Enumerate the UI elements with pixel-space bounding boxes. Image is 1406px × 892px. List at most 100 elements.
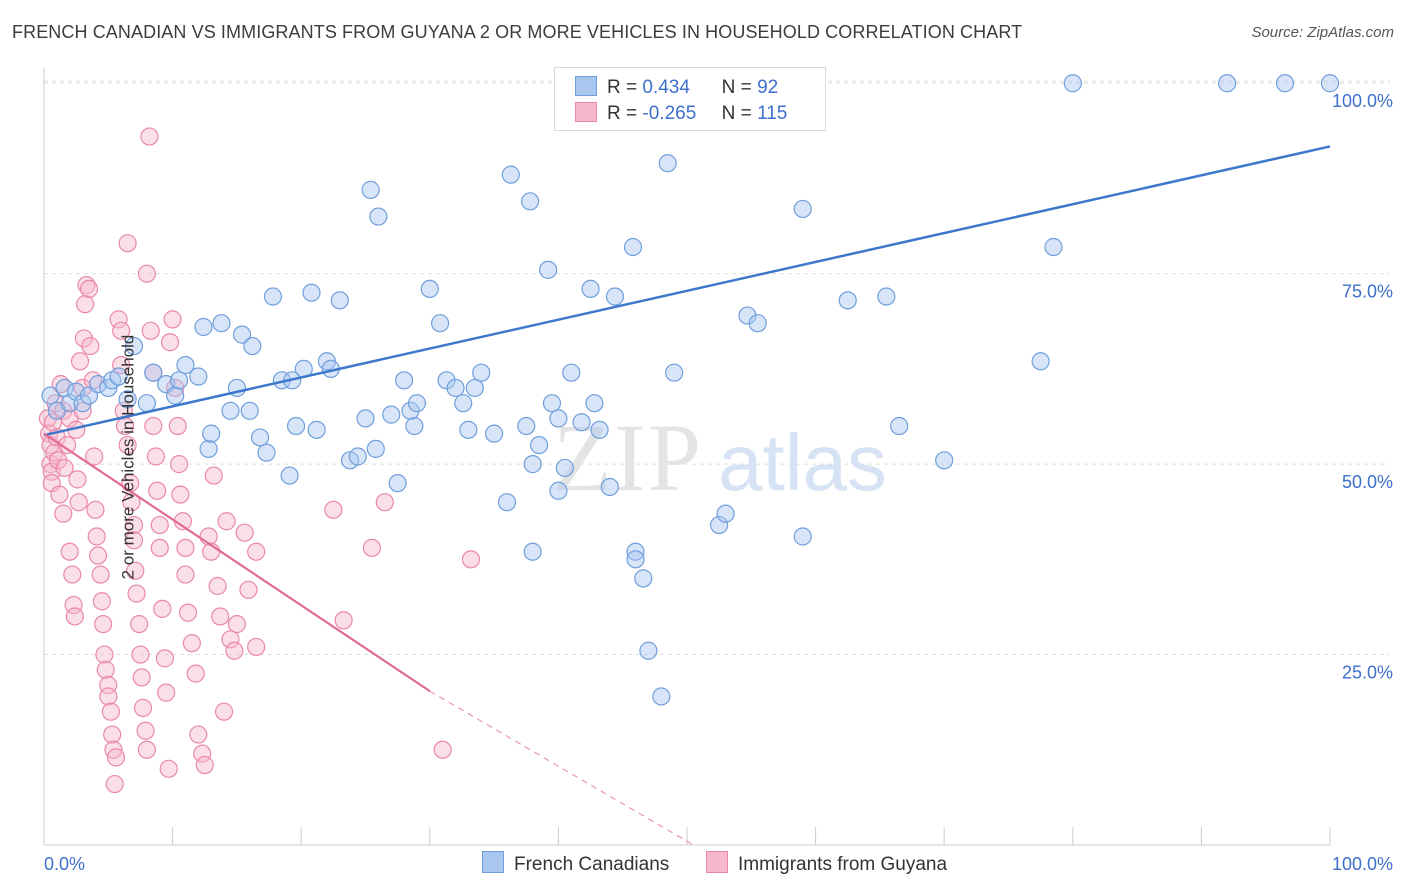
data-point-immigrants-from-guyana: [74, 329, 93, 348]
data-point-french-canadians: [935, 451, 954, 470]
data-point-immigrants-from-guyana: [362, 538, 382, 558]
x-tick-label-max: 100.0%: [1332, 854, 1393, 874]
data-point-french-canadians: [430, 314, 450, 333]
y-tick-label: 100.0%: [1332, 91, 1393, 111]
data-point-immigrants-from-guyana: [375, 493, 394, 512]
legend-r-label: R =: [607, 77, 638, 98]
data-point-immigrants-from-guyana: [235, 523, 254, 542]
data-point-french-canadians: [194, 317, 213, 337]
data-point-french-canadians: [1044, 237, 1063, 257]
data-point-french-canadians: [639, 641, 658, 660]
data-point-french-canadians: [517, 416, 536, 436]
legend-n-label: N =: [721, 77, 752, 98]
data-point-french-canadians: [555, 458, 574, 478]
data-point-immigrants-from-guyana: [109, 310, 128, 329]
data-point-french-canadians: [356, 409, 375, 428]
data-point-french-canadians: [407, 394, 427, 413]
data-point-french-canadians: [166, 386, 185, 405]
legend-n-value: 92: [757, 77, 779, 98]
data-point-immigrants-from-guyana: [186, 664, 205, 683]
data-point-immigrants-from-guyana: [157, 683, 176, 702]
data-point-immigrants-from-guyana: [247, 637, 266, 657]
data-point-french-canadians: [73, 394, 92, 413]
legend-swatch-pink: [575, 102, 597, 122]
correlation-legend: R = 0.434 N = 92 R = -0.265 N = 115: [554, 67, 826, 131]
data-point-immigrants-from-guyana: [217, 512, 236, 531]
data-point-immigrants-from-guyana: [247, 542, 266, 561]
data-point-immigrants-from-guyana: [137, 740, 156, 759]
data-point-immigrants-from-guyana: [69, 493, 88, 512]
data-point-french-canadians: [710, 515, 729, 535]
data-point-immigrants-from-guyana: [148, 481, 167, 500]
watermark-atlas: atlas: [718, 418, 887, 507]
data-point-french-canadians: [176, 355, 195, 375]
data-point-french-canadians: [137, 394, 156, 413]
data-point-immigrants-from-guyana: [55, 458, 74, 478]
data-point-immigrants-from-guyana: [94, 614, 113, 634]
data-point-french-canadians: [626, 542, 645, 561]
data-point-french-canadians: [590, 420, 609, 439]
data-point-french-canadians: [626, 550, 645, 569]
data-point-french-canadians: [212, 314, 231, 333]
data-point-immigrants-from-guyana: [131, 645, 150, 664]
data-point-french-canadians: [542, 394, 562, 413]
data-point-immigrants-from-guyana: [92, 592, 111, 611]
data-point-immigrants-from-guyana: [95, 645, 114, 664]
data-point-immigrants-from-guyana: [146, 447, 165, 466]
trend-lines: [43, 145, 1331, 846]
data-point-french-canadians: [585, 394, 604, 413]
data-point-french-canadians: [523, 542, 542, 561]
data-point-french-canadians: [202, 424, 221, 443]
data-point-immigrants-from-guyana: [150, 538, 169, 558]
data-point-french-canadians: [497, 493, 517, 512]
tick-labels: 25.0% 50.0% 75.0% 100.0% 0.0% 100.0%: [44, 91, 1393, 874]
bottom-legend-label: French Canadians: [514, 854, 670, 875]
data-point-immigrants-from-guyana: [239, 580, 258, 599]
data-point-french-canadians: [459, 420, 478, 439]
data-point-immigrants-from-guyana: [122, 493, 141, 512]
data-point-immigrants-from-guyana: [155, 649, 174, 668]
data-point-immigrants-from-guyana: [133, 698, 153, 717]
y-tick-label: 25.0%: [1342, 663, 1393, 683]
data-point-immigrants-from-guyana: [211, 607, 230, 626]
data-point-french-canadians: [530, 435, 549, 455]
data-point-french-canadians: [748, 314, 767, 333]
data-point-immigrants-from-guyana: [118, 234, 137, 253]
data-point-french-canadians: [623, 237, 643, 257]
x-tick-label-min: 0.0%: [44, 854, 85, 874]
data-point-french-canadians: [394, 371, 414, 390]
data-point-immigrants-from-guyana: [137, 264, 156, 283]
trend-line-immigrants-from-guyana: [43, 432, 431, 693]
data-point-immigrants-from-guyana: [163, 310, 182, 329]
data-point-french-canadians: [1063, 74, 1082, 93]
data-point-french-canadians: [257, 443, 276, 462]
data-point-french-canadians: [634, 569, 653, 588]
data-point-french-canadians: [521, 192, 540, 211]
legend-r-value: -0.265: [642, 103, 697, 124]
data-point-french-canadians: [361, 180, 380, 199]
data-point-immigrants-from-guyana: [150, 515, 169, 535]
data-point-french-canadians: [243, 336, 262, 356]
data-point-immigrants-from-guyana: [86, 500, 105, 519]
data-point-immigrants-from-guyana: [227, 614, 246, 634]
data-point-immigrants-from-guyana: [168, 416, 187, 436]
bottom-legend-swatch-pink: [706, 851, 728, 873]
data-point-french-canadians: [605, 287, 625, 306]
data-point-immigrants-from-guyana: [214, 702, 234, 721]
data-point-french-canadians: [307, 420, 326, 439]
data-point-french-canadians: [169, 371, 189, 390]
data-point-french-canadians: [263, 287, 283, 306]
data-point-french-canadians: [144, 363, 163, 382]
data-point-immigrants-from-guyana: [101, 702, 120, 721]
data-point-immigrants-from-guyana: [169, 455, 189, 474]
data-point-immigrants-from-guyana: [96, 660, 115, 679]
data-point-immigrants-from-guyana: [58, 435, 77, 455]
data-point-french-canadians: [465, 378, 484, 398]
data-point-french-canadians: [652, 687, 671, 706]
data-point-french-canadians: [388, 474, 407, 493]
data-point-french-canadians: [280, 466, 299, 485]
legend-swatch-blue: [575, 76, 597, 96]
chart-title: FRENCH CANADIAN VS IMMIGRANTS FROM GUYAN…: [12, 22, 1023, 42]
data-point-immigrants-from-guyana: [130, 614, 149, 634]
data-point-french-canadians: [838, 291, 857, 310]
